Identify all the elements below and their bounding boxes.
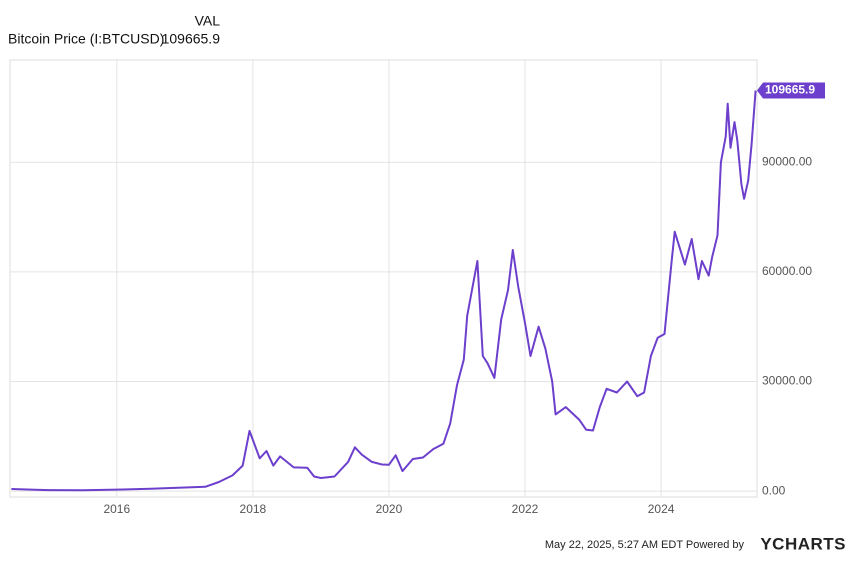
x-tick-label: 2020 <box>376 502 403 516</box>
last-value-tag <box>757 82 825 99</box>
last-value-label: 109665.9 <box>765 83 815 97</box>
y-tick-label: 30000.00 <box>762 374 812 388</box>
legend-label: Bitcoin Price (I:BTCUSD) <box>8 31 164 47</box>
x-tick-label: 2018 <box>240 502 267 516</box>
y-tick-label: 60000.00 <box>762 264 812 278</box>
legend-value: 109665.9 <box>162 31 221 47</box>
plot-area <box>9 59 758 498</box>
footer-timestamp: May 22, 2025, 5:27 AM EDT Powered by <box>545 539 745 551</box>
x-tick-label: 2022 <box>512 502 539 516</box>
x-tick-label: 2024 <box>648 502 675 516</box>
y-tick-label: 0.00 <box>762 483 786 497</box>
price-line <box>11 90 757 492</box>
x-tick-label: 2016 <box>103 502 130 516</box>
brand-logo: YCHARTS <box>760 534 846 553</box>
y-tick-label: 90000.00 <box>762 154 812 168</box>
column-header: VAL <box>195 13 221 29</box>
